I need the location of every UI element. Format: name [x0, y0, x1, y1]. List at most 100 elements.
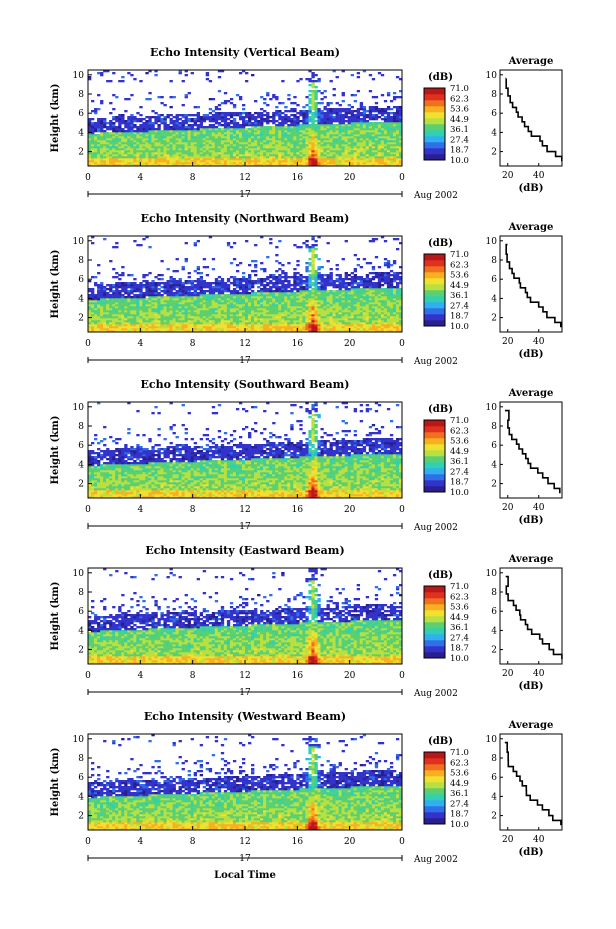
heatmap-cell — [199, 160, 204, 163]
heatmap-cell — [205, 274, 210, 277]
heatmap-cell — [293, 324, 297, 327]
heatmap-cell — [205, 136, 210, 139]
y-tick-label: 4 — [78, 128, 84, 138]
heatmap-cell — [133, 152, 137, 155]
heatmap-cell — [314, 104, 318, 107]
heatmap-cell — [157, 312, 161, 315]
heatmap-cell — [293, 110, 297, 113]
heatmap-cell — [166, 318, 170, 321]
heatmap-cell — [245, 120, 249, 123]
heatmap-cell — [148, 132, 152, 135]
average-frame — [499, 69, 563, 167]
heatmap-cell — [214, 156, 219, 159]
heatmap-cell — [380, 110, 385, 113]
heatmap-cell — [103, 120, 107, 123]
heatmap-cell — [389, 132, 394, 135]
heatmap-cell — [266, 150, 270, 153]
heatmap-cell — [332, 158, 336, 161]
heatmap-cell — [260, 154, 264, 157]
heatmap-cell — [241, 126, 246, 129]
heatmap-cell — [88, 118, 92, 121]
heatmap-cell — [329, 150, 333, 153]
heatmap-cell — [281, 164, 285, 167]
heatmap-cell — [257, 330, 261, 333]
heatmap-cell — [362, 140, 367, 143]
heatmap-cell — [145, 322, 149, 325]
heatmap-cell — [163, 138, 167, 141]
heatmap-cell — [157, 126, 161, 129]
heatmap-cell — [341, 140, 345, 143]
heatmap-cell — [127, 150, 131, 153]
heatmap-cell — [395, 140, 400, 143]
heatmap-cell — [154, 276, 158, 279]
heatmap-cell — [254, 156, 258, 159]
heatmap-cell — [269, 312, 273, 315]
heatmap-cell — [142, 328, 146, 331]
heatmap-cell — [205, 312, 210, 315]
heatmap-cell — [275, 280, 279, 283]
heatmap-cell — [217, 70, 222, 73]
heatmap-cell — [187, 114, 191, 117]
heatmap-cell — [272, 158, 276, 161]
heatmap-cell — [172, 122, 176, 125]
heatmap-cell — [142, 148, 146, 151]
heatmap-cell — [220, 328, 225, 331]
heatmap-cell — [260, 330, 264, 333]
heatmap-cell — [257, 292, 261, 295]
heatmap-cell — [175, 310, 179, 313]
heatmap-cell — [251, 162, 255, 165]
heatmap-cell — [320, 126, 324, 129]
heatmap-cell — [235, 148, 240, 151]
heatmap-cell — [275, 288, 279, 291]
heatmap-cell — [169, 326, 173, 329]
heatmap-cell — [290, 150, 294, 153]
heatmap-cell — [326, 156, 330, 159]
heatmap-cell — [196, 272, 201, 275]
heatmap-cell — [293, 284, 297, 287]
heatmap-cell — [229, 298, 234, 301]
heatmap-cell — [229, 292, 234, 295]
heatmap-cell — [142, 306, 146, 309]
heatmap-cell — [302, 120, 306, 123]
heatmap-cell — [272, 308, 276, 311]
heatmap-cell — [269, 150, 273, 153]
heatmap-cell — [88, 290, 92, 293]
heatmap-cell — [356, 132, 361, 135]
heatmap-cell — [115, 286, 119, 289]
heatmap-cell — [232, 122, 237, 125]
heatmap-cell — [269, 282, 273, 285]
heatmap-cell — [208, 236, 213, 239]
heatmap-cell — [223, 156, 228, 159]
heatmap-cell — [386, 132, 391, 135]
heatmap-cell — [335, 152, 339, 155]
heatmap-cell — [229, 294, 234, 297]
heatmap-cell — [196, 284, 201, 287]
heatmap-cell — [115, 290, 119, 293]
heatmap-cell — [281, 328, 285, 331]
heatmap-cell — [266, 140, 270, 143]
heatmap-cell — [199, 288, 204, 291]
heatmap-cell — [287, 294, 291, 297]
heatmap-cell — [130, 114, 134, 117]
heatmap-cell — [241, 324, 246, 327]
heatmap-cell — [232, 154, 237, 157]
heatmap-cell — [235, 270, 240, 273]
heatmap-cell — [269, 242, 273, 245]
heatmap-cell — [127, 126, 131, 129]
heatmap-cell — [293, 294, 297, 297]
heatmap-cell — [359, 134, 364, 137]
heatmap-cell — [251, 148, 255, 151]
heatmap-cell — [199, 316, 204, 319]
heatmap-cell — [235, 286, 240, 289]
heatmap-cell — [160, 316, 164, 319]
heatmap-cell — [281, 304, 285, 307]
heatmap-cell — [217, 134, 222, 137]
heatmap-cell — [365, 162, 370, 165]
heatmap-cell — [121, 146, 125, 149]
heatmap-cell — [115, 136, 119, 139]
heatmap-cell — [127, 132, 131, 135]
heatmap-cell — [145, 300, 149, 303]
heatmap-cell — [278, 122, 282, 125]
heatmap-cell — [254, 100, 258, 103]
heatmap-cell — [278, 150, 282, 153]
